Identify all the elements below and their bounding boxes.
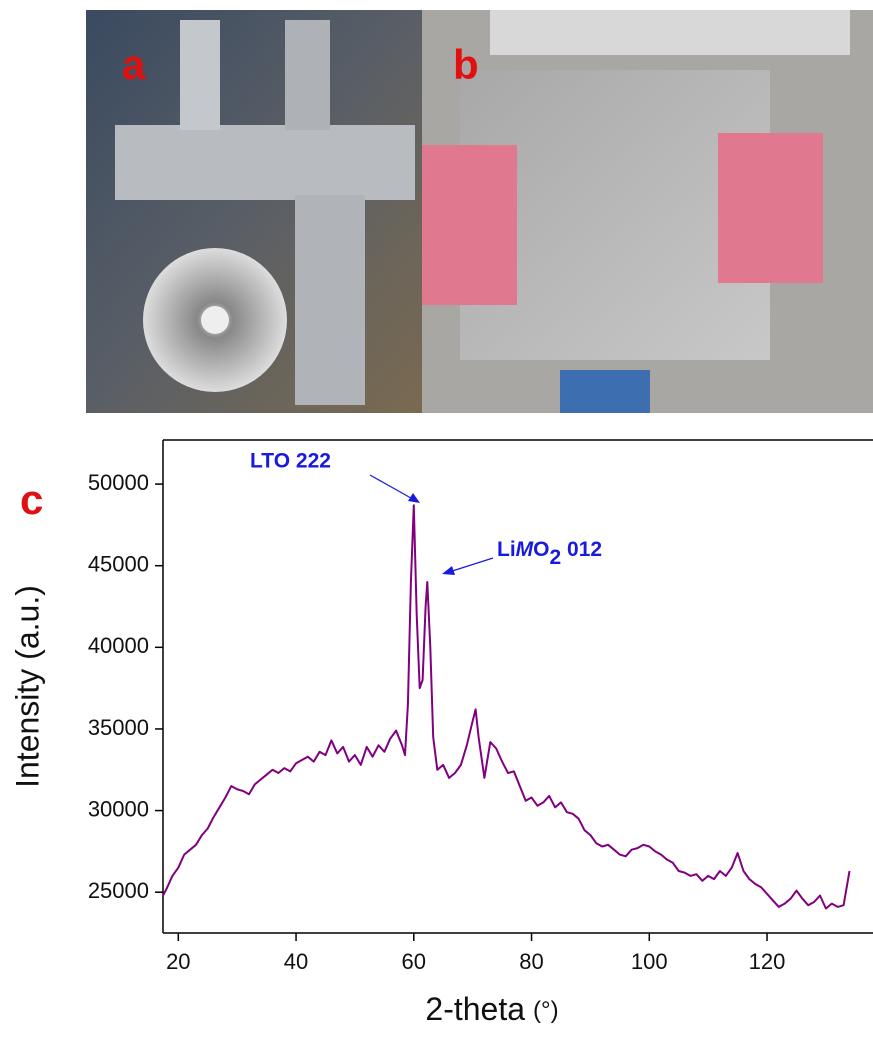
photo-b bbox=[422, 10, 873, 413]
y-tick-label: 25000 bbox=[88, 878, 149, 903]
panel-label: c bbox=[20, 476, 43, 523]
y-tick-label: 30000 bbox=[88, 796, 149, 821]
annotation-part: M bbox=[516, 538, 534, 561]
y-tick-label: 40000 bbox=[88, 633, 149, 658]
annotation-arrow bbox=[445, 557, 494, 574]
data-line bbox=[162, 504, 851, 910]
annotation-part: 2 bbox=[550, 546, 562, 569]
y-tick-label: 35000 bbox=[88, 715, 149, 740]
annotation: LTO 222 bbox=[250, 450, 331, 473]
x-axis-unit: (°) bbox=[533, 997, 559, 1024]
y-tick-label: 50000 bbox=[88, 470, 149, 495]
x-tick-label: 120 bbox=[749, 949, 786, 974]
annotation: LiMO2 012 bbox=[497, 538, 602, 569]
x-tick-label: 40 bbox=[284, 949, 308, 974]
x-axis-label-text: 2-theta bbox=[425, 991, 525, 1027]
x-tick-label: 100 bbox=[631, 949, 668, 974]
panel-label: b bbox=[453, 41, 479, 88]
annotation-part: 012 bbox=[561, 538, 602, 561]
panel-label: a bbox=[122, 41, 146, 88]
x-tick-label: 80 bbox=[519, 949, 543, 974]
annotation-arrow bbox=[369, 474, 419, 503]
y-tick-label: 45000 bbox=[88, 552, 149, 577]
arrow-head bbox=[442, 566, 455, 575]
arrow-head bbox=[408, 493, 420, 503]
annotation-part: O bbox=[533, 538, 549, 561]
x-tick-label: 20 bbox=[166, 949, 190, 974]
x-axis-label: 2-theta (°) bbox=[425, 991, 558, 1027]
y-axis-label: Intensity (a.u.) bbox=[9, 585, 45, 788]
x-tick-label: 60 bbox=[402, 949, 426, 974]
photo-a bbox=[86, 10, 422, 413]
annotation-part: Li bbox=[497, 538, 516, 561]
